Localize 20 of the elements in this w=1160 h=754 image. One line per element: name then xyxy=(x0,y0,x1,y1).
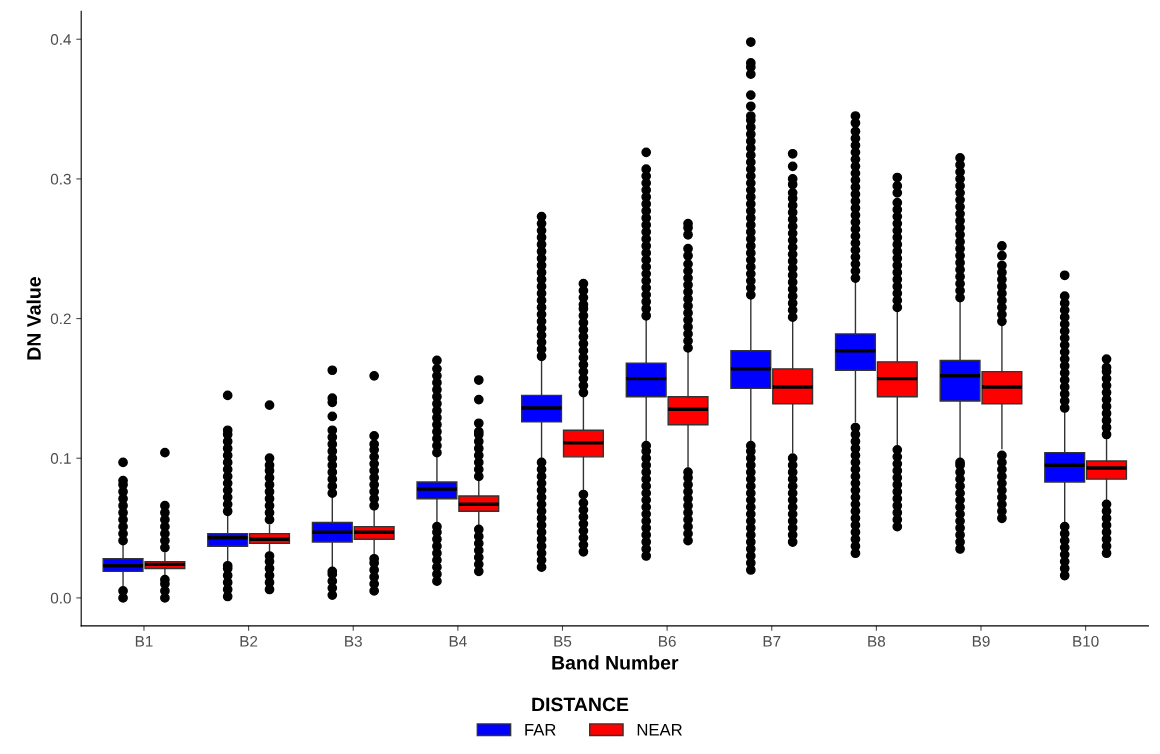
y-tick-label: 0.0 xyxy=(50,592,71,604)
x-tick-label: B7 xyxy=(763,636,781,647)
y-tick-label: 0.1 xyxy=(50,453,71,464)
x-tick-label: B1 xyxy=(135,636,153,647)
y-tick-label: 0.2 xyxy=(50,313,71,325)
legend-label: FAR xyxy=(525,724,556,736)
x-tick-label: B4 xyxy=(449,636,467,647)
y-tick-label: 0.3 xyxy=(50,173,71,185)
y-tick-label: 0.4 xyxy=(50,34,72,45)
x-tick-label: B9 xyxy=(972,635,990,647)
x-axis-title: Band Number xyxy=(552,655,679,670)
legend-label: NEAR xyxy=(637,724,682,736)
legend-title: DISTANCE xyxy=(532,697,629,712)
x-tick-label: B5 xyxy=(554,636,572,647)
x-tick-label: B10 xyxy=(1073,635,1099,647)
x-tick-label: B6 xyxy=(659,635,676,647)
x-tick-label: B2 xyxy=(240,635,258,647)
x-tick-label: B3 xyxy=(345,635,362,647)
x-tick-label: B8 xyxy=(868,635,886,647)
y-axis-title: DN Value xyxy=(26,277,41,360)
